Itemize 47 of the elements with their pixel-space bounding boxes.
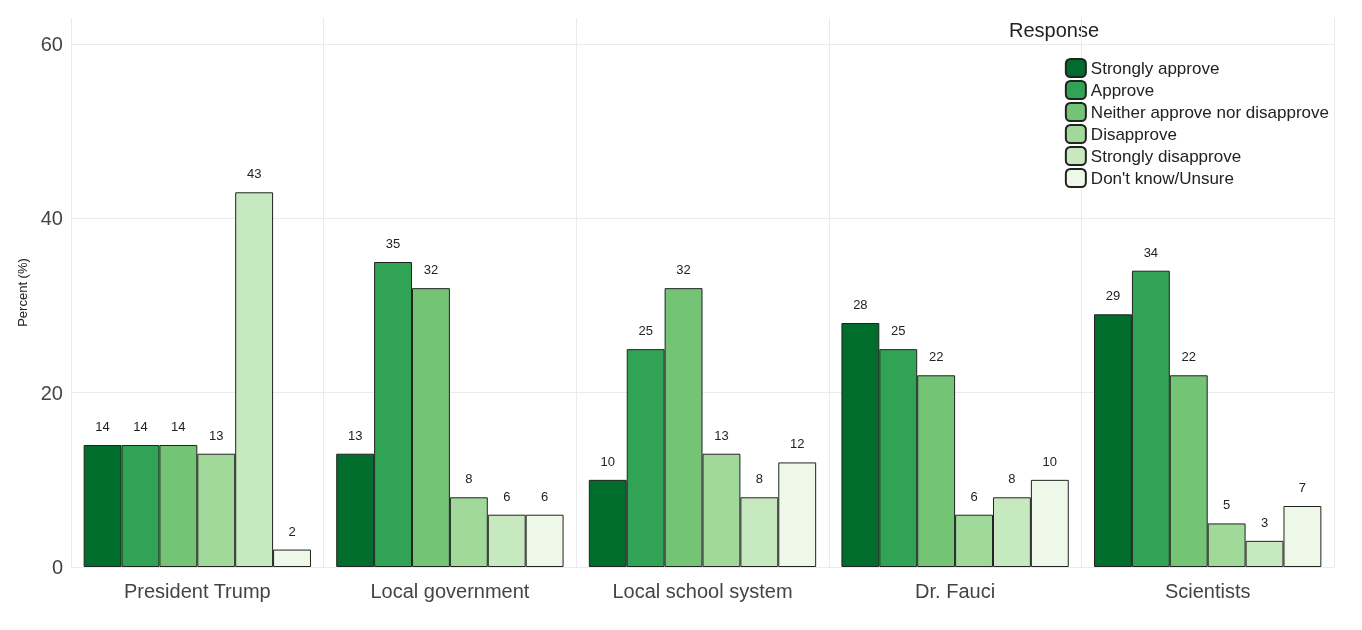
data-label: 7 <box>1298 480 1307 495</box>
data-label: 2 <box>288 523 296 539</box>
y-tick-label: 0 <box>51 556 63 578</box>
data-label: 35 <box>385 236 401 251</box>
legend-label: Neither approve nor disapprove <box>1090 102 1330 122</box>
x-tick-label: Local government <box>370 580 530 602</box>
y-tick-label: 60 <box>40 33 63 56</box>
data-label: 13 <box>209 427 224 443</box>
legend-label: Strongly disapprove <box>1090 146 1242 166</box>
legend-label: Strongly approve <box>1090 58 1220 78</box>
data-label: 10 <box>600 453 616 469</box>
data-label: 8 <box>1008 471 1016 487</box>
data-label: 34 <box>1143 244 1159 260</box>
data-label: 14 <box>133 419 148 434</box>
x-tick-label: President Trump <box>123 580 271 602</box>
data-label: 25 <box>891 323 906 339</box>
data-label: 6 <box>503 488 511 504</box>
data-label: 22 <box>1181 349 1196 365</box>
legend-label: Don't know/Unsure <box>1090 168 1234 188</box>
data-label: 32 <box>676 262 691 278</box>
data-label: 14 <box>171 419 186 434</box>
legend-title: Response <box>1008 19 1099 41</box>
data-label: 6 <box>541 488 549 504</box>
data-label: 29 <box>1105 288 1121 304</box>
y-tick-label: 20 <box>40 381 63 404</box>
data-label: 10 <box>1042 453 1058 469</box>
data-label: 43 <box>246 166 262 182</box>
data-label: 5 <box>1223 497 1231 513</box>
legend-label: Disapprove <box>1090 124 1177 144</box>
data-label: 14 <box>95 419 110 434</box>
data-label: 32 <box>423 262 439 278</box>
x-tick-label: Local school system <box>612 580 793 602</box>
data-label: 28 <box>853 297 868 312</box>
data-label: 25 <box>638 323 653 339</box>
x-tick-label: Dr. Fauci <box>915 580 996 602</box>
data-label: 13 <box>714 427 729 443</box>
data-label: 22 <box>928 349 944 365</box>
x-tick-label: Scientists <box>1164 580 1251 602</box>
legend-label: Approve <box>1090 80 1155 100</box>
data-label: 12 <box>789 436 805 452</box>
data-label: 3 <box>1260 514 1269 530</box>
data-label: 8 <box>465 471 473 487</box>
data-label: 8 <box>755 471 763 487</box>
y-axis-title: Percent (%) <box>15 258 30 327</box>
data-label: 6 <box>970 488 978 504</box>
data-label: 13 <box>347 427 363 443</box>
y-tick-label: 40 <box>40 207 63 230</box>
